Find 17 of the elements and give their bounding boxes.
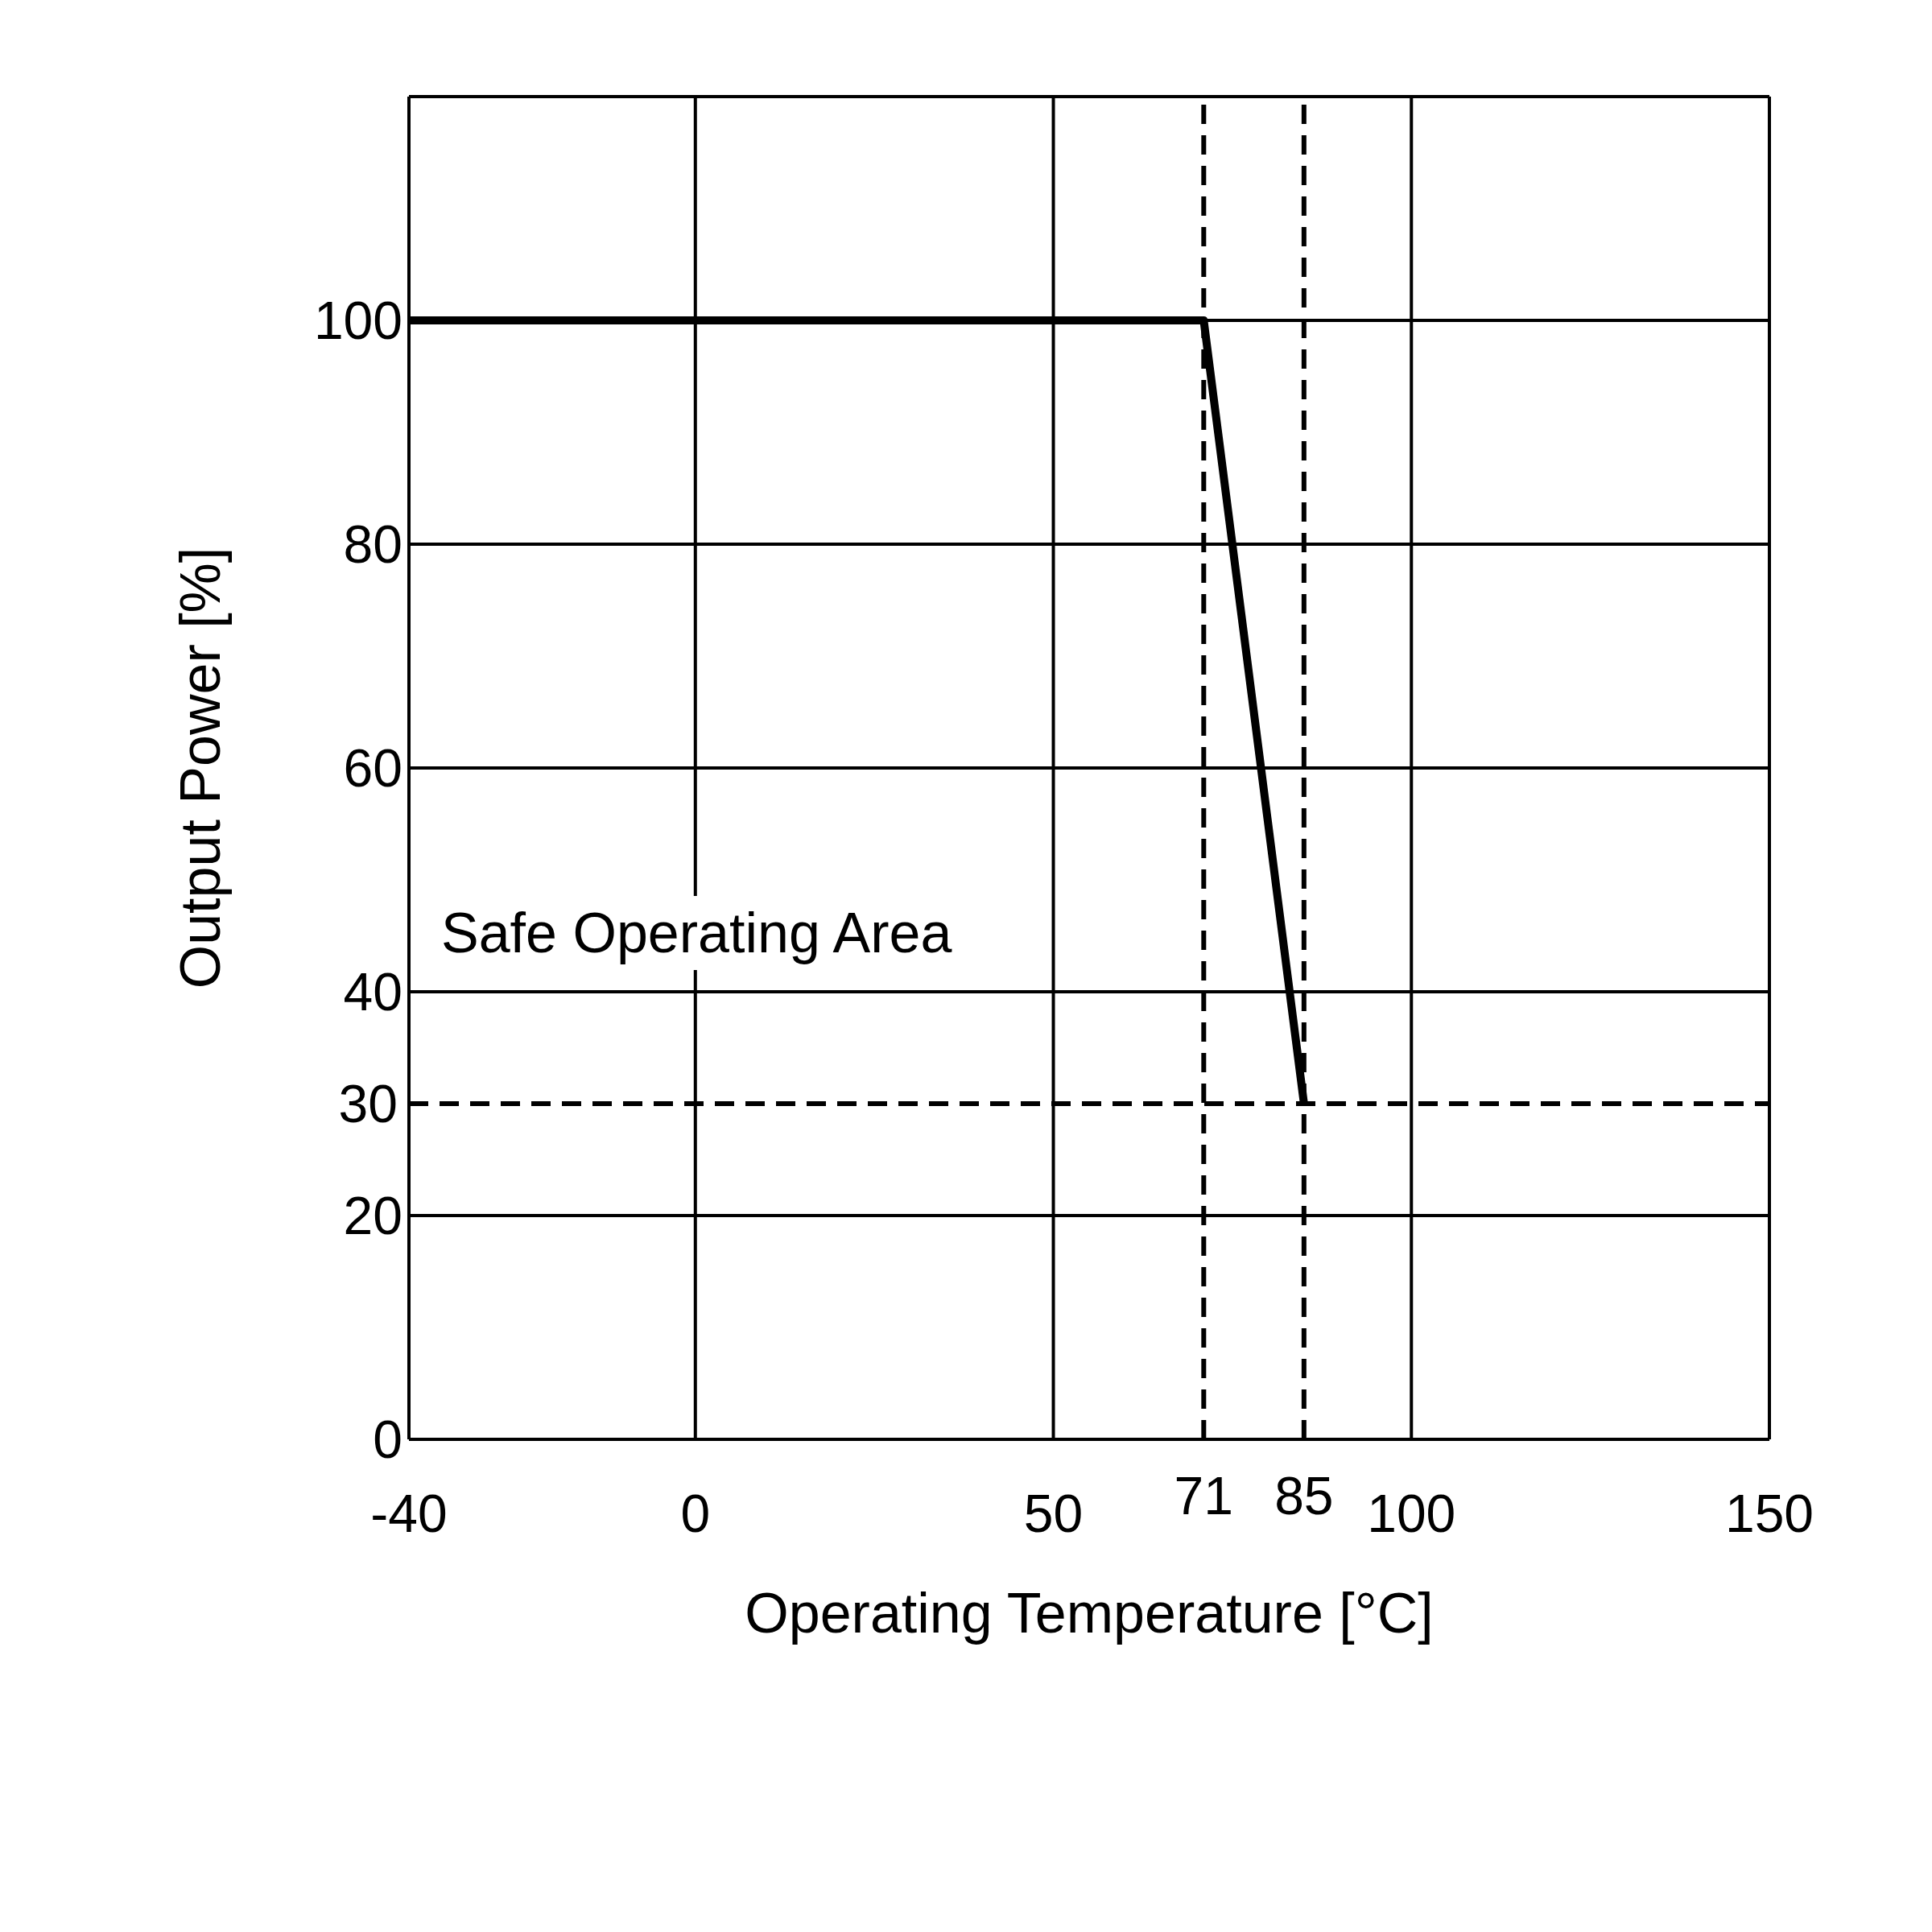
y-tick-label: 40 bbox=[343, 962, 402, 1022]
x-tick-label: 50 bbox=[1023, 1483, 1084, 1543]
y-tick-label: 100 bbox=[313, 291, 402, 351]
y-tick-label: 20 bbox=[343, 1186, 402, 1246]
x-tick-label: 100 bbox=[1367, 1483, 1456, 1543]
ref-line-label: 85 bbox=[1274, 1465, 1334, 1525]
y-tick-label: 0 bbox=[373, 1410, 402, 1470]
y-tick-label: 60 bbox=[343, 738, 402, 799]
y-tick-label: 80 bbox=[343, 514, 402, 575]
annotation: Safe Operating Area bbox=[433, 896, 960, 970]
ref-line-label: 71 bbox=[1174, 1465, 1234, 1525]
x-tick-label: -40 bbox=[370, 1483, 448, 1543]
ref-line-label: 30 bbox=[338, 1074, 398, 1134]
y-axis-title: Output Power [%] bbox=[168, 547, 232, 989]
x-axis-title: Operating Temperature [°C] bbox=[745, 1582, 1434, 1645]
x-tick-label: 0 bbox=[680, 1483, 711, 1543]
x-tick-label: 150 bbox=[1724, 1483, 1814, 1543]
